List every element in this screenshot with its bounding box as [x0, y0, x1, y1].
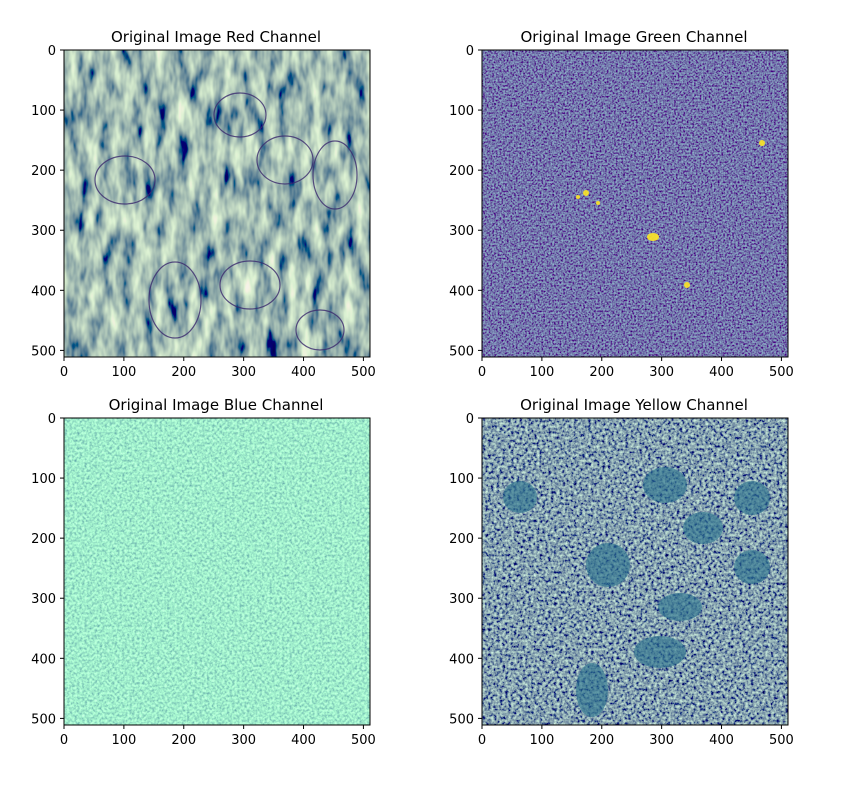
x-tick-label: 300	[231, 365, 256, 380]
y-tick-label: 400	[31, 284, 56, 299]
x-tick-label: 500	[351, 733, 376, 748]
y-tick-label: 300	[31, 224, 56, 239]
y-tick-label: 300	[31, 592, 56, 607]
panel-title: Original Image Green Channel	[521, 28, 748, 46]
panel-title: Original Image Blue Channel	[109, 396, 324, 414]
axis-group: 0 100 200 300 400 500 0 100 200 300 400 500	[31, 412, 376, 748]
x-tick-label: 0	[60, 733, 68, 748]
y-tick-label: 500	[449, 344, 474, 359]
x-tick-label: 400	[709, 733, 734, 748]
y-tick-label: 0	[48, 44, 56, 59]
y-tick-label: 100	[31, 104, 56, 119]
x-tick-label: 0	[478, 733, 486, 748]
heatmap-image	[482, 50, 788, 357]
y-tick-label: 200	[31, 164, 56, 179]
x-tick-label: 200	[171, 365, 196, 380]
x-tick-label: 300	[649, 365, 674, 380]
y-tick-label: 0	[466, 44, 474, 59]
x-tick-label: 500	[769, 733, 794, 748]
x-tick-label: 0	[60, 365, 68, 380]
y-tick-label: 500	[31, 712, 56, 727]
y-tick-label: 400	[449, 652, 474, 667]
y-tick-label: 200	[449, 532, 474, 547]
x-tick-label: 400	[291, 733, 316, 748]
x-tick-label: 100	[529, 733, 554, 748]
y-tick-label: 100	[31, 472, 56, 487]
axis-group: 0 100 200 300 400 500 0 100 200 300 400 500	[449, 412, 794, 748]
y-tick-label: 0	[48, 412, 56, 427]
y-tick-label: 300	[449, 592, 474, 607]
y-tick-label: 100	[449, 472, 474, 487]
heatmap-image	[482, 418, 788, 725]
x-tick-label: 300	[649, 733, 674, 748]
heatmap-image	[64, 50, 370, 357]
x-tick-label: 500	[351, 365, 376, 380]
nuclei	[64, 418, 370, 725]
x-tick-label: 100	[111, 365, 136, 380]
x-tick-label: 100	[111, 733, 136, 748]
y-tick-label: 400	[31, 652, 56, 667]
x-tick-label: 0	[478, 365, 486, 380]
heatmap-image	[64, 418, 370, 725]
panel-red-channel: Original Image Red Channel 0 100 200 300 400…	[31, 28, 376, 380]
panel-title: Original Image Yellow Channel	[520, 396, 748, 414]
y-tick-label: 0	[466, 412, 474, 427]
x-tick-label: 200	[171, 733, 196, 748]
y-tick-label: 500	[31, 344, 56, 359]
axis-group: 0 100 200 300 400 500 0 100 200 300 400 500	[449, 44, 794, 380]
y-tick-label: 500	[449, 712, 474, 727]
panel-green-channel: Original Image Green Channel 0 100 200 300 4…	[449, 28, 794, 380]
y-tick-label: 100	[449, 104, 474, 119]
y-tick-label: 300	[449, 224, 474, 239]
x-tick-label: 200	[589, 365, 614, 380]
x-tick-label: 500	[769, 365, 794, 380]
panel-blue-channel: Original Image Blue Channel	[31, 396, 376, 748]
panel-title: Original Image Red Channel	[111, 28, 321, 46]
x-tick-label: 400	[291, 365, 316, 380]
axis-group: 0 100 200 300 400 500 0 100 200 300 400 500	[31, 44, 376, 380]
panel-yellow-channel: Original Image Yellow Channel 0 100 200 300…	[449, 396, 794, 748]
y-tick-label: 200	[449, 164, 474, 179]
x-tick-label: 400	[709, 365, 734, 380]
y-tick-label: 400	[449, 284, 474, 299]
y-tick-label: 200	[31, 532, 56, 547]
x-tick-label: 100	[529, 365, 554, 380]
x-tick-label: 200	[589, 733, 614, 748]
x-tick-label: 300	[231, 733, 256, 748]
